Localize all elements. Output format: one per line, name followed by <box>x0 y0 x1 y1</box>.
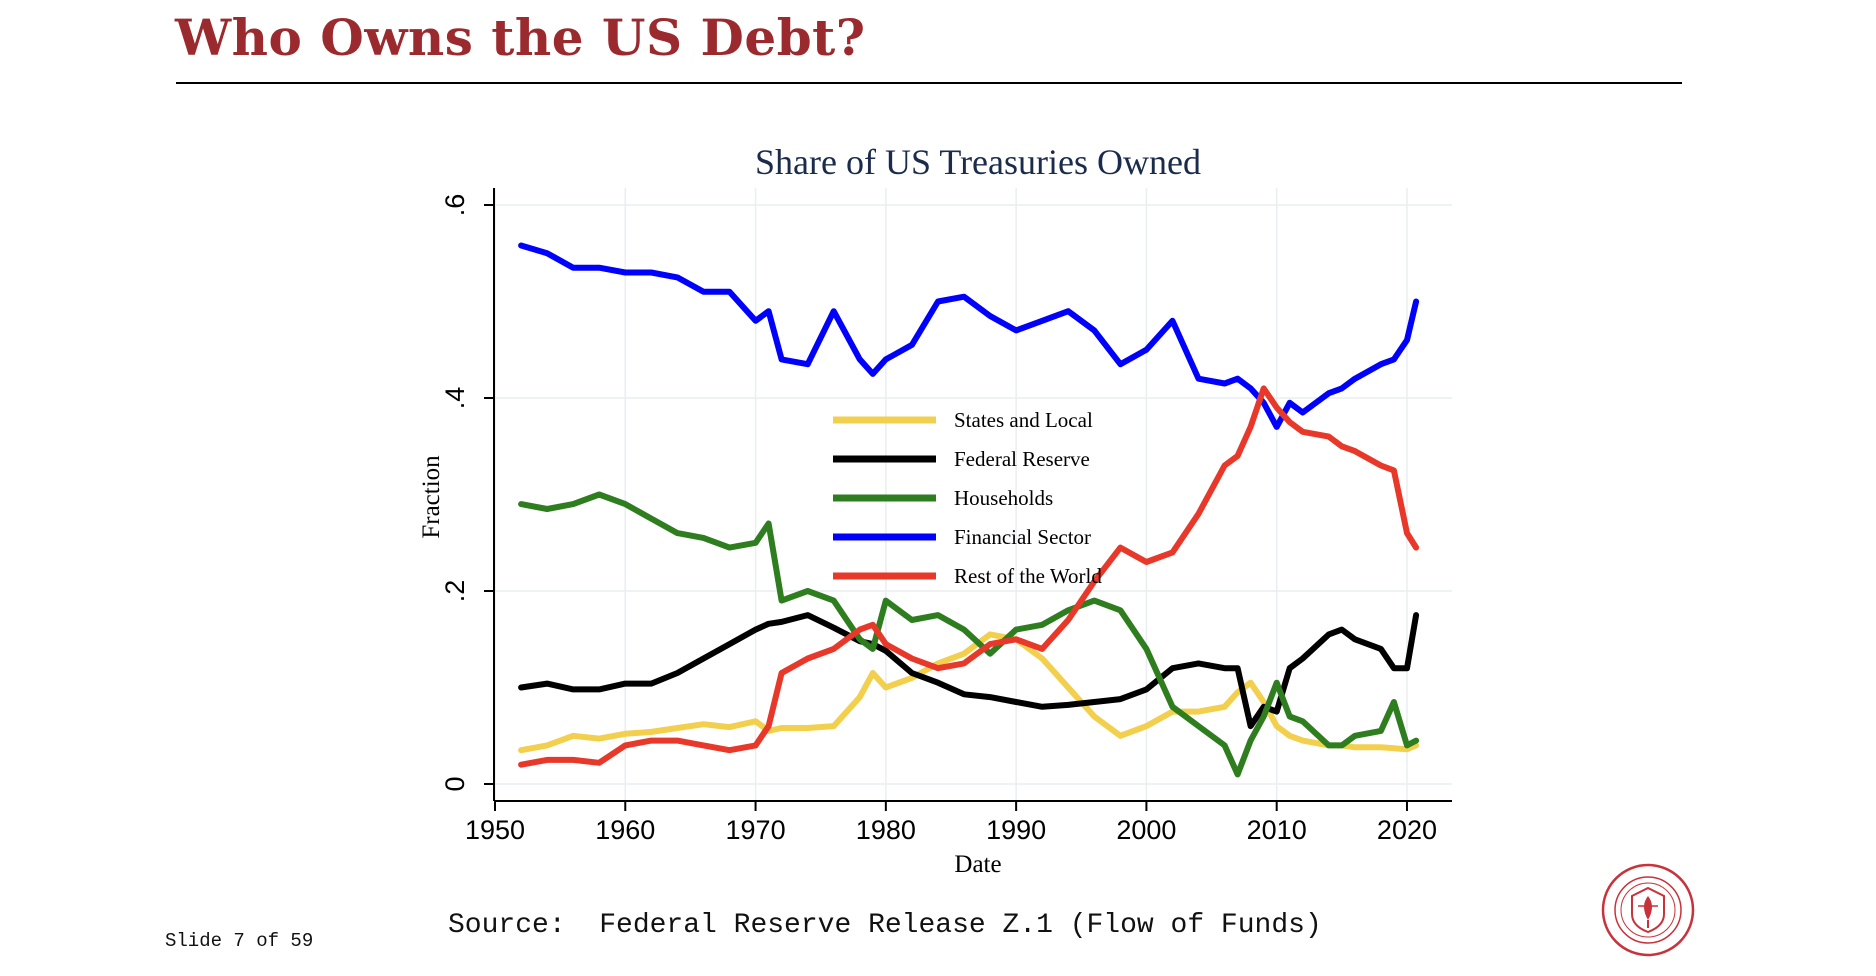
x-tick-label: 2020 <box>1377 815 1437 845</box>
series-line-federal-reserve <box>518 612 1420 730</box>
series-line-households <box>518 491 1420 778</box>
legend-label: Households <box>954 486 1053 510</box>
legend-label: Rest of the World <box>954 564 1102 588</box>
x-tick-label: 2010 <box>1247 815 1307 845</box>
legend-label: States and Local <box>954 408 1093 432</box>
series-line-rest-of-the-world <box>518 385 1420 768</box>
university-seal-icon <box>1601 863 1695 957</box>
series-line-financial-sector <box>518 242 1420 430</box>
x-tick-label: 1960 <box>595 815 655 845</box>
x-tick-label: 1980 <box>856 815 916 845</box>
x-tick-label: 2000 <box>1116 815 1176 845</box>
slide-title: Who Owns the US Debt? <box>175 8 866 67</box>
x-tick-label: 1990 <box>986 815 1046 845</box>
x-tick-label: 1970 <box>726 815 786 845</box>
x-tick-label: 1950 <box>465 815 525 845</box>
legend-label: Federal Reserve <box>954 447 1090 471</box>
slide-number: Slide 7 of 59 <box>165 930 314 952</box>
y-tick-label: .4 <box>440 387 470 410</box>
y-tick-label: 0 <box>440 776 470 791</box>
axes: 1950 1960 1970 1980 1990 2000 2010 2020 0 .2 .4 .6 <box>440 188 1452 845</box>
y-axis-label: Fraction <box>418 455 445 539</box>
legend: States and Local Federal Reserve Household… <box>833 408 1102 588</box>
x-axis-label: Date <box>954 851 1001 878</box>
chart-title: Share of US Treasuries Owned <box>755 142 1201 182</box>
gridlines <box>494 188 1452 801</box>
title-divider <box>176 82 1682 84</box>
y-tick-label: .2 <box>440 580 470 603</box>
source-note: Source: Federal Reserve Release Z.1 (Flo… <box>448 910 1322 941</box>
legend-label: Financial Sector <box>954 525 1091 549</box>
y-tick-label: .6 <box>440 194 470 217</box>
series-lines <box>518 242 1420 778</box>
